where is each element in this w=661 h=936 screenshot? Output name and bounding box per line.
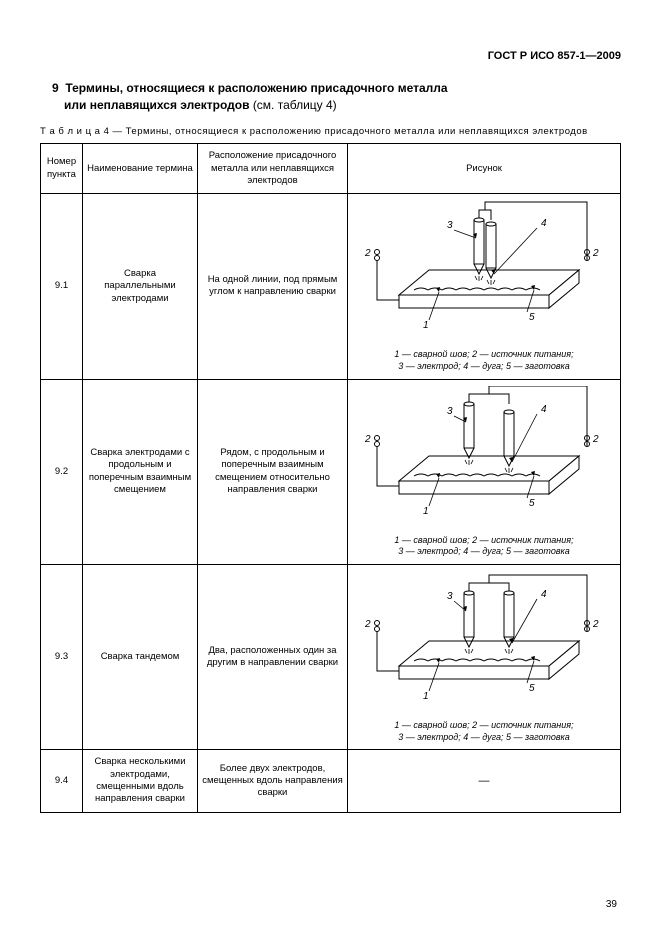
cell-num: 9.1 — [41, 194, 83, 379]
section-title-text: Термины, относящиеся к расположению прис… — [65, 81, 447, 95]
svg-text:5: 5 — [529, 683, 535, 694]
cell-desc: На одной линии, под прямым углом к напра… — [198, 194, 348, 379]
cell-term: Сварка параллельными электродами — [83, 194, 198, 379]
cell-figure: 1 2 2 3 4 5 1 — сварной шов; 2 — источни… — [348, 379, 621, 564]
svg-text:3: 3 — [447, 220, 453, 231]
svg-text:3: 3 — [447, 406, 453, 417]
cell-figure: 1 2 2 3 4 5 1 — сварной шов; 2 — источни… — [348, 564, 621, 749]
document-id: ГОСТ Р ИСО 857-1—2009 — [40, 50, 621, 62]
figure-caption: 1 — сварной шов; 2 — источник питания;3 … — [352, 349, 616, 372]
svg-text:4: 4 — [541, 218, 547, 229]
section-reference: (см. таблицу 4) — [253, 98, 337, 112]
cell-figure: — — [348, 750, 621, 812]
figure-caption: 1 — сварной шов; 2 — источник питания;3 … — [352, 535, 616, 558]
terms-table: Номер пункта Наименование термина Распол… — [40, 143, 621, 813]
section-number: 9 — [52, 81, 59, 95]
cell-num: 9.2 — [41, 379, 83, 564]
svg-text:1: 1 — [423, 506, 429, 517]
col-header-fig: Рисунок — [348, 144, 621, 194]
table-row: 9.4Сварка несколькими электродами, смеще… — [41, 750, 621, 812]
figure-caption: 1 — сварной шов; 2 — источник питания;3 … — [352, 720, 616, 743]
svg-text:2: 2 — [364, 434, 371, 445]
col-header-desc: Расположение присадочного металла или не… — [198, 144, 348, 194]
svg-text:5: 5 — [529, 498, 535, 509]
cell-desc: Рядом, с продольным и поперечным взаимны… — [198, 379, 348, 564]
page: ГОСТ Р ИСО 857-1—2009 9 Термины, относящ… — [0, 0, 661, 936]
svg-text:2: 2 — [364, 248, 371, 259]
cell-num: 9.3 — [41, 564, 83, 749]
svg-text:2: 2 — [364, 619, 371, 630]
table-row: 9.3Сварка тандемомДва, расположенных оди… — [41, 564, 621, 749]
svg-text:5: 5 — [529, 312, 535, 323]
table-caption: Т а б л и ц а 4 — Термины, относящиеся к… — [40, 126, 621, 137]
table-row: 9.2Сварка электродами с продольным и поп… — [41, 379, 621, 564]
svg-text:2: 2 — [592, 434, 599, 445]
cell-num: 9.4 — [41, 750, 83, 812]
section-heading: 9 Термины, относящиеся к расположению пр… — [52, 80, 621, 96]
no-figure-dash: — — [479, 775, 490, 787]
table-header-row: Номер пункта Наименование термина Распол… — [41, 144, 621, 194]
cell-term: Сварка несколькими электродами, смещенны… — [83, 750, 198, 812]
cell-desc: Два, расположенных один за другим в напр… — [198, 564, 348, 749]
col-header-term: Наименование термина — [83, 144, 198, 194]
cell-desc: Более двух электродов, смещенных вдоль н… — [198, 750, 348, 812]
section-heading-line2: или неплавящихся электродов (см. таблицу… — [64, 98, 621, 112]
svg-text:1: 1 — [423, 320, 429, 331]
svg-text:4: 4 — [541, 589, 547, 600]
col-header-num: Номер пункта — [41, 144, 83, 194]
page-number: 39 — [606, 899, 617, 910]
cell-figure: 1 2 2 3 4 5 1 — сварной шов; 2 — источни… — [348, 194, 621, 379]
section-title-text-2: или неплавящихся электродов — [64, 98, 249, 112]
svg-text:2: 2 — [592, 248, 599, 259]
table-row: 9.1Сварка параллельными электродамиНа од… — [41, 194, 621, 379]
svg-text:2: 2 — [592, 619, 599, 630]
svg-text:1: 1 — [423, 691, 429, 702]
cell-term: Сварка тандемом — [83, 564, 198, 749]
cell-term: Сварка электродами с продольным и попере… — [83, 379, 198, 564]
svg-text:4: 4 — [541, 404, 547, 415]
svg-text:3: 3 — [447, 591, 453, 602]
